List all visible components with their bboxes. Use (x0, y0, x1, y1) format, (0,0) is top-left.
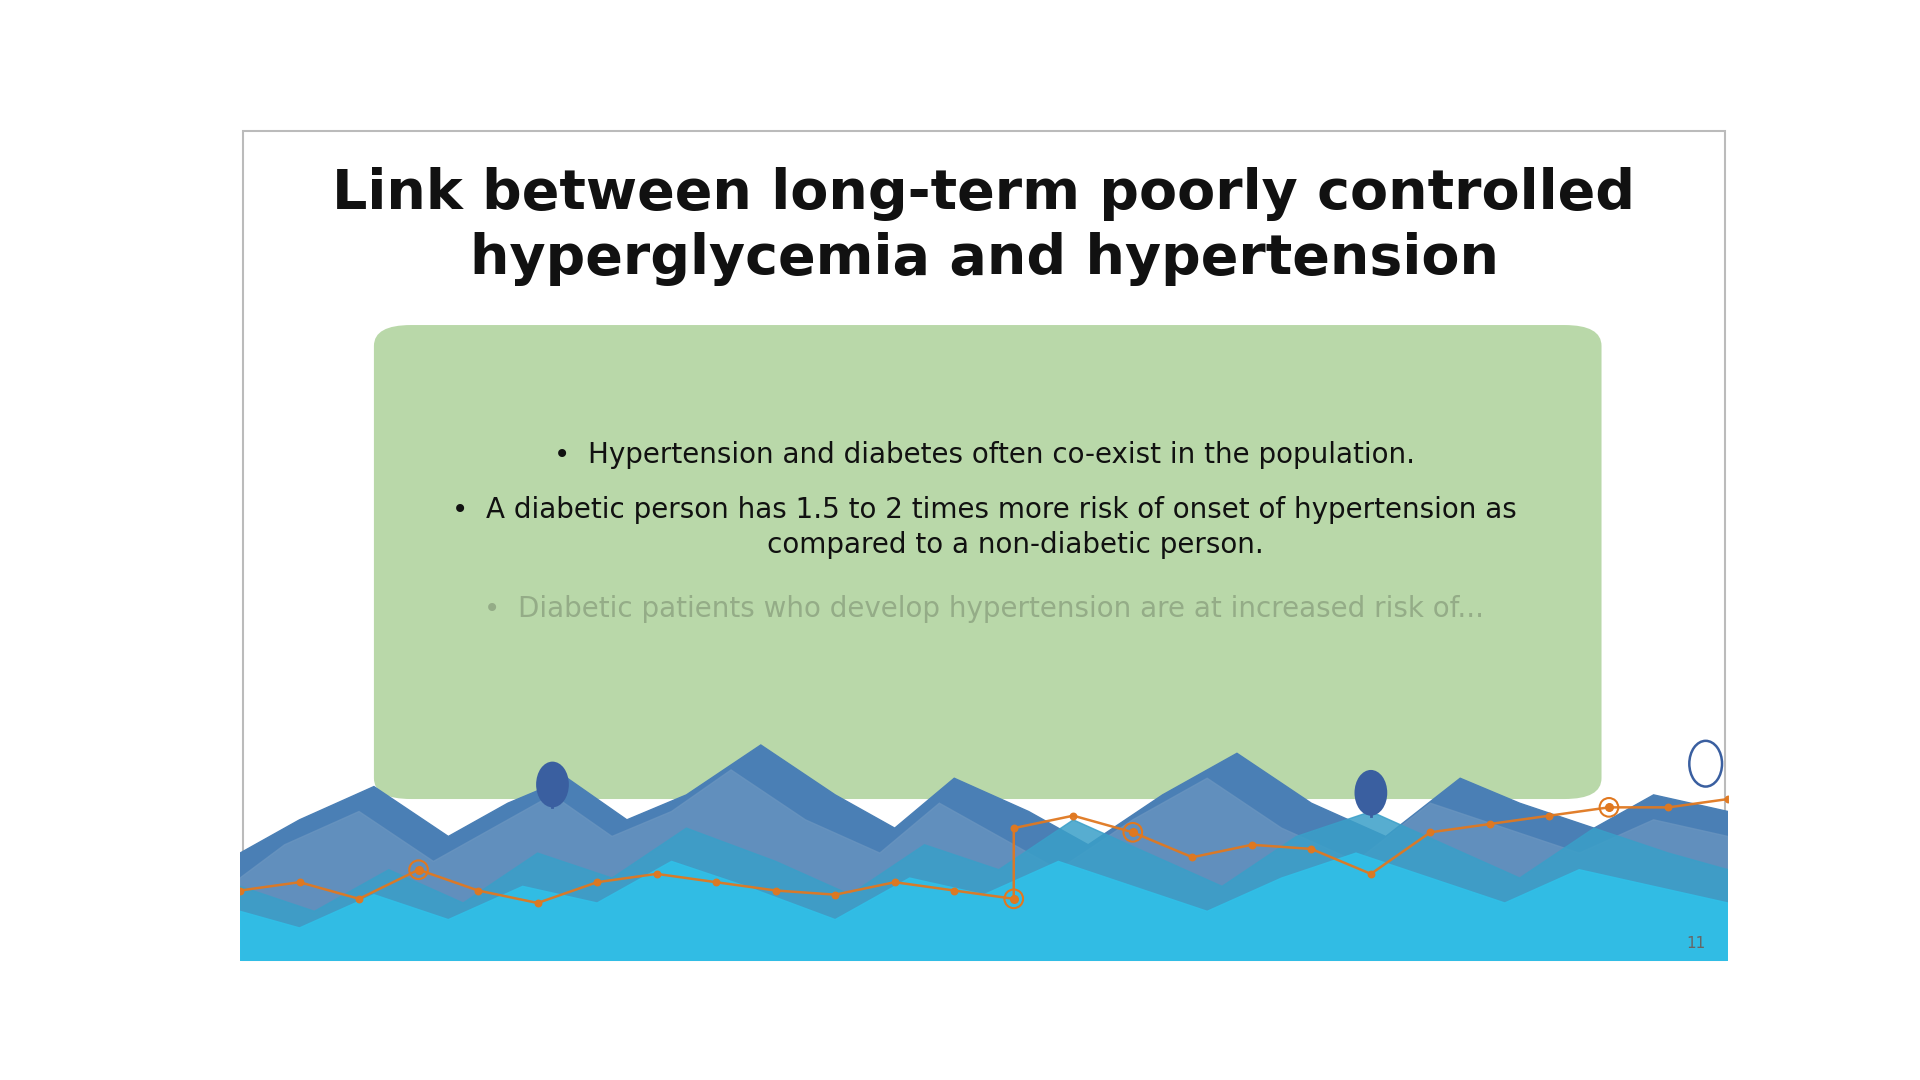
FancyBboxPatch shape (374, 325, 1601, 799)
Point (998, 890, 1029, 907)
Point (998, 890, 1029, 907)
Point (998, 890, 1029, 907)
Text: 11: 11 (1686, 936, 1705, 951)
Point (1356, 865, 1386, 882)
Point (1117, 824, 1148, 841)
Point (582, 874, 612, 891)
Point (641, 865, 672, 882)
Point (1117, 824, 1148, 841)
Text: Link between long-term poorly controlled
hyperglycemia and hypertension: Link between long-term poorly controlled… (332, 167, 1636, 285)
Point (1296, 840, 1327, 858)
Point (760, 882, 791, 900)
Point (939, 882, 970, 900)
Ellipse shape (536, 761, 568, 808)
Point (1653, 799, 1684, 816)
Point (1713, 791, 1743, 808)
Point (1594, 799, 1624, 816)
Point (1177, 849, 1208, 866)
Point (1534, 807, 1565, 824)
Point (820, 886, 851, 903)
Point (1594, 799, 1624, 816)
Polygon shape (240, 770, 1728, 961)
Text: •  Hypertension and diabetes often co-exist in the population.: • Hypertension and diabetes often co-exi… (553, 442, 1415, 470)
Point (1117, 824, 1148, 841)
Point (1236, 836, 1267, 853)
Point (344, 890, 374, 907)
Point (284, 874, 315, 891)
Point (879, 874, 910, 891)
Polygon shape (240, 853, 1728, 961)
Point (403, 861, 434, 878)
Point (463, 882, 493, 900)
Polygon shape (240, 811, 1728, 961)
Point (1415, 824, 1446, 841)
Point (403, 861, 434, 878)
Point (1058, 807, 1089, 824)
Point (1475, 815, 1505, 833)
Polygon shape (240, 745, 1728, 961)
Point (403, 861, 434, 878)
Point (522, 894, 553, 912)
Point (701, 874, 732, 891)
Ellipse shape (1354, 770, 1388, 815)
Point (225, 882, 255, 900)
Point (1594, 799, 1624, 816)
Text: •  A diabetic person has 1.5 to 2 times more risk of onset of hypertension as
  : • A diabetic person has 1.5 to 2 times m… (451, 496, 1517, 559)
Text: •  Diabetic patients who develop hypertension are at increased risk of...: • Diabetic patients who develop hyperten… (484, 595, 1484, 623)
Point (998, 820, 1029, 837)
